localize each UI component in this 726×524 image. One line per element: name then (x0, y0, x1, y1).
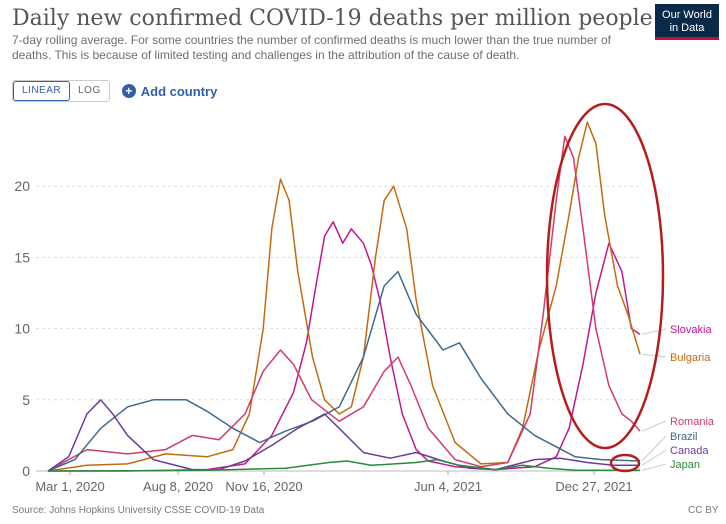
series-line-romania (47, 135, 641, 472)
label-connector (641, 463, 667, 471)
chart-subtitle: 7-day rolling average. For some countrie… (12, 33, 611, 62)
label-connector (641, 328, 667, 335)
x-tick-label: Dec 27, 2021 (555, 479, 632, 494)
label-connector (641, 420, 667, 432)
log-scale-button[interactable]: LOG (78, 85, 101, 96)
series-line-bulgaria (47, 121, 641, 472)
x-tick-label: Mar 1, 2020 (35, 479, 104, 494)
annotation-ellipse-small (609, 453, 641, 473)
y-tick-label: 0 (22, 463, 30, 479)
chart-controls: LINEAR LOG + Add country (12, 80, 217, 102)
x-tick-label: Aug 8, 2020 (143, 479, 213, 494)
series-line-slovakia (48, 221, 641, 472)
source-note: Source: Johns Hopkins University CSSE CO… (12, 505, 265, 516)
series-label-slovakia: Slovakia (670, 324, 712, 336)
series-label-romania: Romania (670, 416, 715, 428)
linear-scale-button[interactable]: LINEAR (13, 81, 71, 101)
annotation-ellipse-large (545, 102, 665, 450)
label-connector (641, 353, 667, 358)
x-tick-label: Jun 4, 2021 (414, 479, 482, 494)
chart-title: Daily new confirmed COVID-19 deaths per … (12, 6, 653, 31)
series-label-japan: Japan (670, 459, 700, 471)
series-label-canada: Canada (670, 445, 709, 457)
y-tick-label: 15 (14, 249, 30, 265)
y-tick-label: 10 (14, 321, 30, 337)
y-tick-label: 20 (14, 178, 30, 194)
series-label-brazil: Brazil (670, 431, 698, 443)
owid-logo[interactable]: Our World in Data (655, 4, 719, 40)
series-label-bulgaria: Bulgaria (670, 352, 711, 364)
logo-line-1: Our World (662, 9, 712, 21)
x-tick-label: Nov 16, 2020 (225, 479, 302, 494)
add-country-button[interactable]: + Add country (121, 83, 218, 99)
y-tick-label: 5 (22, 392, 30, 408)
license-link[interactable]: CC BY (688, 505, 719, 516)
plus-icon: + (121, 84, 136, 98)
scale-toggle: LINEAR LOG (12, 80, 110, 102)
label-connector (641, 449, 667, 466)
logo-line-2: in Data (669, 22, 705, 34)
add-country-label: Add country (140, 83, 218, 99)
series-line-brazil (47, 270, 641, 472)
label-connector (641, 435, 667, 462)
series-line-canada (47, 399, 640, 472)
series-line-japan (47, 458, 640, 472)
